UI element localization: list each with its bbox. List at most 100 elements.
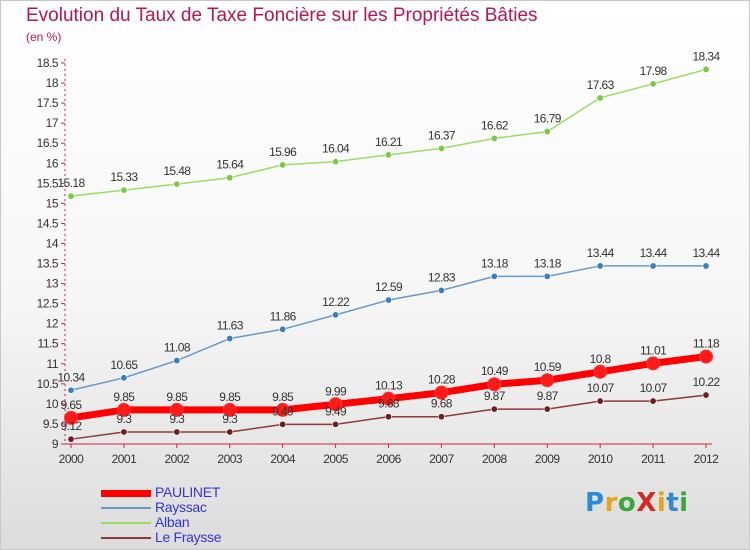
y-tick-label: 18.5 bbox=[37, 56, 59, 70]
logo-letter: o bbox=[617, 488, 637, 518]
data-point-rayssac bbox=[279, 325, 287, 333]
data-label-rayssac: 12.59 bbox=[375, 280, 403, 294]
x-tick-label: 2008 bbox=[482, 452, 508, 466]
x-tick-label: 2012 bbox=[694, 452, 720, 466]
proxiti-logo: ProXiti bbox=[585, 488, 689, 518]
data-point-alban bbox=[279, 161, 287, 169]
data-point-le-fraysse bbox=[702, 391, 710, 399]
data-label-alban: 16.21 bbox=[375, 135, 403, 149]
data-point-paulinet bbox=[328, 397, 343, 412]
legend-swatch-alban bbox=[101, 522, 151, 524]
data-label-alban: 15.33 bbox=[110, 170, 138, 184]
data-label-paulinet: 9.85 bbox=[272, 390, 294, 404]
data-point-rayssac bbox=[332, 311, 340, 319]
data-point-alban bbox=[120, 186, 128, 194]
data-label-alban: 15.18 bbox=[57, 176, 85, 190]
legend-swatch-rayssac bbox=[101, 507, 151, 509]
data-label-paulinet: 10.13 bbox=[375, 379, 403, 393]
data-point-alban bbox=[702, 65, 710, 73]
data-point-le-fraysse bbox=[490, 405, 498, 413]
legend-swatch-le-fraysse bbox=[101, 537, 151, 539]
data-label-le-fraysse: 9.87 bbox=[537, 389, 559, 403]
data-label-paulinet: 10.49 bbox=[481, 364, 509, 378]
data-label-le-fraysse: 10.22 bbox=[692, 375, 720, 389]
data-point-le-fraysse bbox=[120, 428, 128, 436]
x-tick-label: 2010 bbox=[588, 452, 614, 466]
data-point-rayssac bbox=[384, 296, 392, 304]
logo-letter: i bbox=[656, 488, 667, 518]
legend-label-le-fraysse: Le Fraysse bbox=[155, 529, 222, 545]
data-point-paulinet bbox=[381, 391, 396, 406]
legend-item-alban: Alban bbox=[101, 514, 301, 530]
data-label-rayssac: 13.18 bbox=[481, 256, 509, 270]
data-label-le-fraysse: 9.3 bbox=[169, 412, 185, 426]
x-tick-label: 2000 bbox=[59, 452, 85, 466]
data-label-paulinet: 11.18 bbox=[693, 337, 720, 351]
data-label-le-fraysse: 9.12 bbox=[61, 419, 83, 433]
data-point-le-fraysse bbox=[332, 420, 340, 428]
data-label-rayssac: 12.22 bbox=[322, 295, 350, 309]
data-label-le-fraysse: 9.3 bbox=[222, 412, 238, 426]
data-point-rayssac bbox=[120, 374, 128, 382]
data-label-paulinet: 9.65 bbox=[61, 398, 83, 412]
data-label-alban: 17.63 bbox=[587, 78, 615, 92]
data-point-le-fraysse bbox=[649, 397, 657, 405]
legend-label-rayssac: Rayssac bbox=[155, 499, 207, 515]
data-label-paulinet: 9.85 bbox=[166, 390, 188, 404]
data-label-le-fraysse: 9.87 bbox=[484, 389, 506, 403]
x-tick-label: 2009 bbox=[535, 452, 561, 466]
data-labels: 9.65 9.85 9.85 9.85 9.85 9.99 10.13 10.28 10.49 1… bbox=[57, 49, 721, 433]
data-label-paulinet: 10.8 bbox=[590, 352, 612, 366]
y-tick-label: 9 bbox=[52, 437, 59, 451]
y-tick-label: 10 bbox=[46, 397, 59, 411]
y-tick-label: 13.5 bbox=[37, 257, 59, 271]
legend-item-rayssac: Rayssac bbox=[101, 499, 301, 515]
data-point-alban bbox=[437, 144, 445, 152]
logo-letter: i bbox=[679, 488, 689, 518]
logo-letter: P bbox=[585, 488, 605, 518]
y-tick-label: 15.5 bbox=[37, 176, 59, 190]
data-label-rayssac: 12.83 bbox=[428, 270, 456, 284]
x-tick-label: 2004 bbox=[270, 452, 296, 466]
legend-item-paulinet: PAULINET bbox=[101, 484, 301, 500]
y-tick-label: 14.5 bbox=[37, 216, 59, 230]
data-point-le-fraysse bbox=[596, 397, 604, 405]
data-label-rayssac: 10.34 bbox=[57, 370, 85, 384]
legend-swatch-paulinet bbox=[101, 490, 151, 497]
data-label-rayssac: 10.65 bbox=[110, 358, 138, 372]
data-label-le-fraysse: 10.07 bbox=[640, 381, 668, 395]
y-tick-label: 17 bbox=[46, 116, 59, 130]
data-point-le-fraysse bbox=[173, 428, 181, 436]
data-label-rayssac: 13.44 bbox=[587, 246, 615, 260]
data-point-rayssac bbox=[490, 272, 498, 280]
y-tick-label: 12.5 bbox=[37, 297, 59, 311]
y-tick-label: 12 bbox=[46, 317, 59, 331]
data-label-alban: 15.96 bbox=[269, 145, 297, 159]
y-tick-label: 17.5 bbox=[37, 96, 59, 110]
chart-legend: PAULINET Rayssac Alban Le Fraysse bbox=[101, 484, 301, 545]
y-tick-label: 10.5 bbox=[37, 377, 59, 391]
data-point-rayssac bbox=[173, 357, 181, 365]
legend-label-paulinet: PAULINET bbox=[155, 484, 221, 500]
data-label-le-fraysse: 9.49 bbox=[272, 404, 294, 418]
data-label-paulinet: 10.59 bbox=[534, 360, 562, 374]
data-point-paulinet bbox=[275, 402, 290, 417]
data-label-alban: 16.79 bbox=[534, 112, 562, 126]
data-point-paulinet bbox=[64, 410, 78, 425]
data-label-rayssac: 11.08 bbox=[164, 341, 191, 355]
data-point-paulinet bbox=[540, 373, 555, 388]
series-lines bbox=[64, 65, 713, 443]
data-point-le-fraysse bbox=[67, 435, 75, 443]
chart-unit-label: (en %) bbox=[26, 30, 62, 44]
data-label-paulinet: 10.28 bbox=[428, 373, 456, 387]
chart-title: Evolution du Taux de Taxe Foncière sur l… bbox=[26, 5, 538, 26]
y-tick-label: 9.5 bbox=[43, 417, 59, 431]
y-tick-label: 16.5 bbox=[37, 136, 59, 150]
data-point-rayssac bbox=[596, 262, 604, 270]
data-point-alban bbox=[649, 80, 657, 88]
data-label-alban: 15.64 bbox=[216, 158, 244, 172]
logo-letter: t bbox=[666, 488, 680, 518]
data-point-paulinet bbox=[116, 402, 131, 417]
data-point-rayssac bbox=[702, 262, 710, 270]
